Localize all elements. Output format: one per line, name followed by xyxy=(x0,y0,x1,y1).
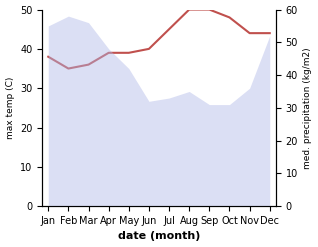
X-axis label: date (month): date (month) xyxy=(118,231,200,242)
Y-axis label: max temp (C): max temp (C) xyxy=(5,77,15,139)
Y-axis label: med. precipitation (kg/m2): med. precipitation (kg/m2) xyxy=(303,47,313,169)
